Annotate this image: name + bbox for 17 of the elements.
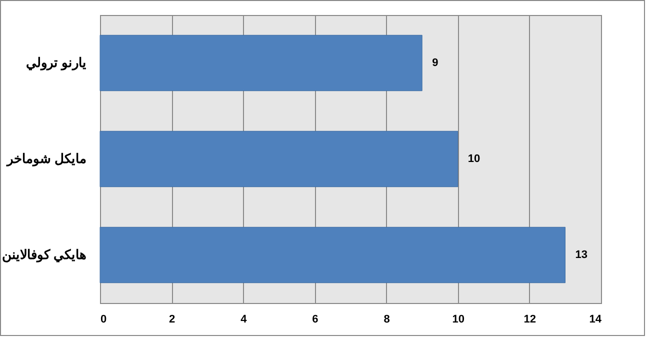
x-tick-label: 14 xyxy=(589,314,602,326)
y-tick-label: هايكي كوفالاينن xyxy=(2,247,86,263)
x-tick-label: 10 xyxy=(452,314,464,326)
x-tick-label: 2 xyxy=(169,314,176,326)
y-tick-label: مايكل شوماخر xyxy=(6,151,86,167)
bar xyxy=(100,34,422,92)
bar xyxy=(100,130,458,188)
data-label: 13 xyxy=(575,249,588,261)
data-label: 9 xyxy=(432,57,438,69)
x-tick-label: 6 xyxy=(312,314,318,326)
bar xyxy=(100,226,566,284)
x-tick-label: 8 xyxy=(384,314,390,326)
y-tick-label: يارنو ترولي xyxy=(26,55,86,71)
data-label: 10 xyxy=(468,153,480,165)
x-tick-label: 0 xyxy=(100,314,107,326)
x-tick-label: 4 xyxy=(240,314,248,326)
x-tick-label: 12 xyxy=(524,314,536,326)
